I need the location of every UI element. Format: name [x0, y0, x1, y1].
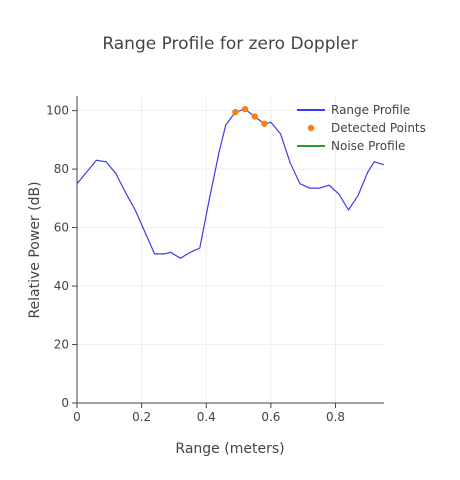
y-tick-label: 80 [54, 162, 69, 176]
x-axis-title: Range (meters) [175, 441, 284, 457]
x-tick-label: 0.4 [197, 410, 216, 424]
noise-profile-legend-label: Noise Profile [331, 139, 405, 153]
axes [76, 96, 384, 404]
detected-points-legend-label: Detected Points [331, 121, 426, 135]
y-tick-label: 100 [46, 104, 69, 118]
x-tick-label: 0.6 [261, 410, 280, 424]
y-tick-label: 40 [54, 279, 69, 293]
range-profile-line [76, 108, 385, 260]
legend: Range Profile Detected Points Noise Profil… [297, 103, 426, 153]
chart-title: Range Profile for zero Doppler [102, 34, 357, 54]
y-tick-label: 0 [61, 396, 69, 410]
y-tick-label: 20 [54, 338, 69, 352]
x-tick-label: 0 [73, 410, 81, 424]
x-tick-label: 0.2 [132, 410, 151, 424]
range-profile-legend-label: Range Profile [331, 103, 410, 117]
y-tick-labels: 0 20 40 60 80 100 [46, 104, 77, 410]
detected-points-point [241, 105, 249, 113]
x-tick-labels: 0 0.2 0.4 0.6 0.8 [73, 403, 345, 424]
x-tick-label: 0.8 [326, 410, 345, 424]
detected-points-point [251, 113, 258, 120]
plot-area [76, 105, 385, 260]
detected-points-legend-swatch [307, 124, 315, 132]
y-tick-label: 60 [54, 221, 69, 235]
detected-points-point [232, 108, 239, 116]
y-axis-title: Relative Power (dB) [27, 181, 43, 318]
detected-points-point [261, 120, 268, 127]
grid [77, 96, 384, 403]
